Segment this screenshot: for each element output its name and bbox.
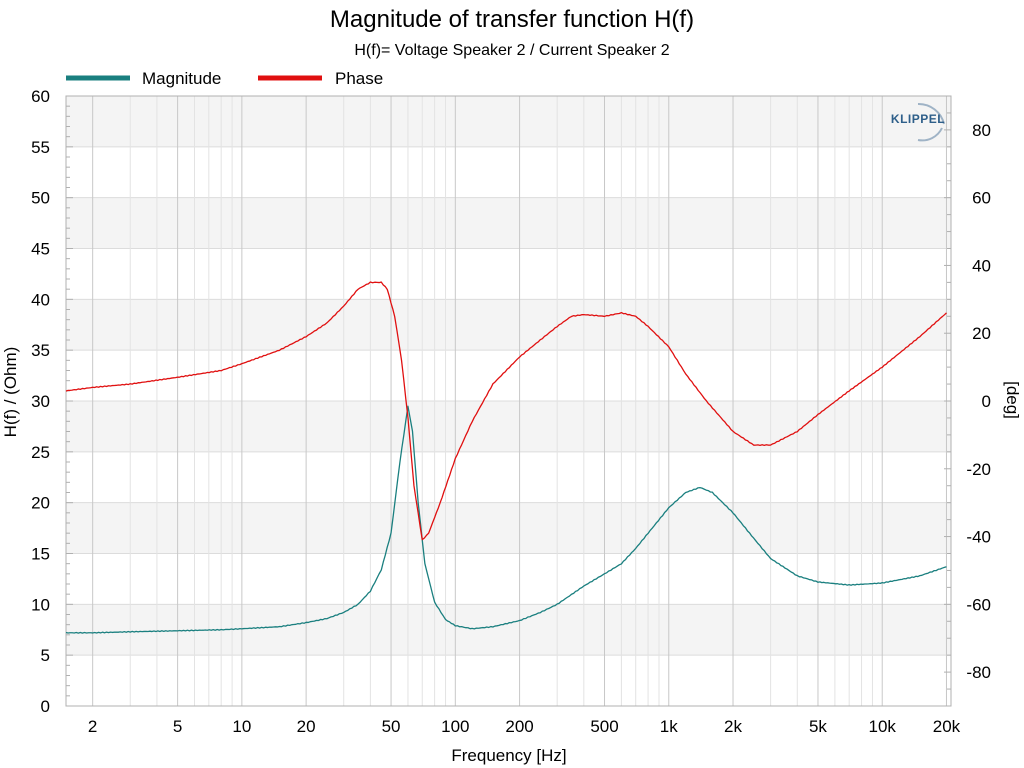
chart-subtitle: H(f)= Voltage Speaker 2 / Current Speake… xyxy=(354,42,669,59)
y-tick-label-right: -20 xyxy=(966,460,991,479)
x-tick-label: 200 xyxy=(505,717,533,736)
x-tick-label: 20 xyxy=(297,717,316,736)
x-tick-label: 20k xyxy=(933,717,961,736)
y-axis-right-ticks: -80 -60 -40 -20 0 20 40 60 80 xyxy=(944,95,991,707)
background-band xyxy=(66,502,951,554)
background-band xyxy=(66,96,951,147)
y-tick-label-left: 25 xyxy=(31,443,50,462)
klippel-logo-text: KLIPPEL xyxy=(891,112,945,126)
x-tick-label: 100 xyxy=(441,717,469,736)
legend: Magnitude Phase xyxy=(66,69,383,88)
x-tick-label: 1k xyxy=(660,717,678,736)
y-tick-label-left: 40 xyxy=(31,290,50,309)
y-tick-label-left: 30 xyxy=(31,392,50,411)
y-tick-label-right: -80 xyxy=(966,663,991,682)
x-axis-ticks: 2 5 10 20 50 100 200 500 1k 2k 5k 10k 20k xyxy=(88,717,961,736)
y-tick-label-left: 20 xyxy=(31,494,50,513)
background-band xyxy=(66,451,951,503)
y-axis-left-ticks: 0 5 10 15 20 25 30 35 40 45 50 55 60 xyxy=(31,87,73,716)
y-tick-label-left: 15 xyxy=(31,545,50,564)
x-tick-label: 500 xyxy=(590,717,618,736)
x-tick-label: 5 xyxy=(173,717,182,736)
x-tick-label: 2 xyxy=(88,717,97,736)
y-tick-label-left: 5 xyxy=(41,646,50,665)
background-band xyxy=(66,197,951,249)
legend-label-magnitude: Magnitude xyxy=(142,69,221,88)
x-tick-label: 50 xyxy=(382,717,401,736)
series-line-magnitude xyxy=(65,405,947,634)
background-band xyxy=(66,146,951,198)
background-band xyxy=(66,299,951,351)
series-line-phase xyxy=(65,281,947,541)
y-tick-label-left: 35 xyxy=(31,341,50,360)
y-tick-label-left: 55 xyxy=(31,138,50,157)
background-band xyxy=(66,350,951,401)
x-tick-label: 10k xyxy=(869,717,897,736)
x-axis-label: Frequency [Hz] xyxy=(451,746,566,765)
series-layer xyxy=(65,281,947,634)
y-axis-left-label: H(f) / (Ohm) xyxy=(1,347,20,438)
y-tick-label-right: 60 xyxy=(972,189,991,208)
background-bands xyxy=(66,96,951,706)
background-band xyxy=(66,248,951,300)
y-tick-label-right: -60 xyxy=(966,595,991,614)
y-tick-label-right: 40 xyxy=(972,256,991,275)
y-tick-label-left: 60 xyxy=(31,87,50,106)
x-tick-label: 5k xyxy=(809,717,827,736)
y-tick-label-right: 80 xyxy=(972,121,991,140)
y-tick-label-right: 20 xyxy=(972,324,991,343)
x-tick-label: 2k xyxy=(724,717,742,736)
background-band xyxy=(66,553,951,605)
chart-title: Magnitude of transfer function H(f) xyxy=(330,6,694,33)
y-tick-label-right: -40 xyxy=(966,528,991,547)
x-tick-label: 10 xyxy=(232,717,251,736)
background-band xyxy=(66,655,951,706)
y-tick-label-left: 50 xyxy=(31,189,50,208)
plot-area xyxy=(65,95,952,707)
y-axis-right-label: [deg] xyxy=(1003,381,1022,419)
y-tick-label-right: 0 xyxy=(982,392,991,411)
legend-label-phase: Phase xyxy=(335,69,383,88)
y-tick-label-left: 45 xyxy=(31,240,50,259)
y-tick-label-left: 10 xyxy=(31,595,50,614)
y-tick-label-left: 0 xyxy=(41,697,50,716)
klippel-logo: KLIPPEL xyxy=(891,102,945,142)
